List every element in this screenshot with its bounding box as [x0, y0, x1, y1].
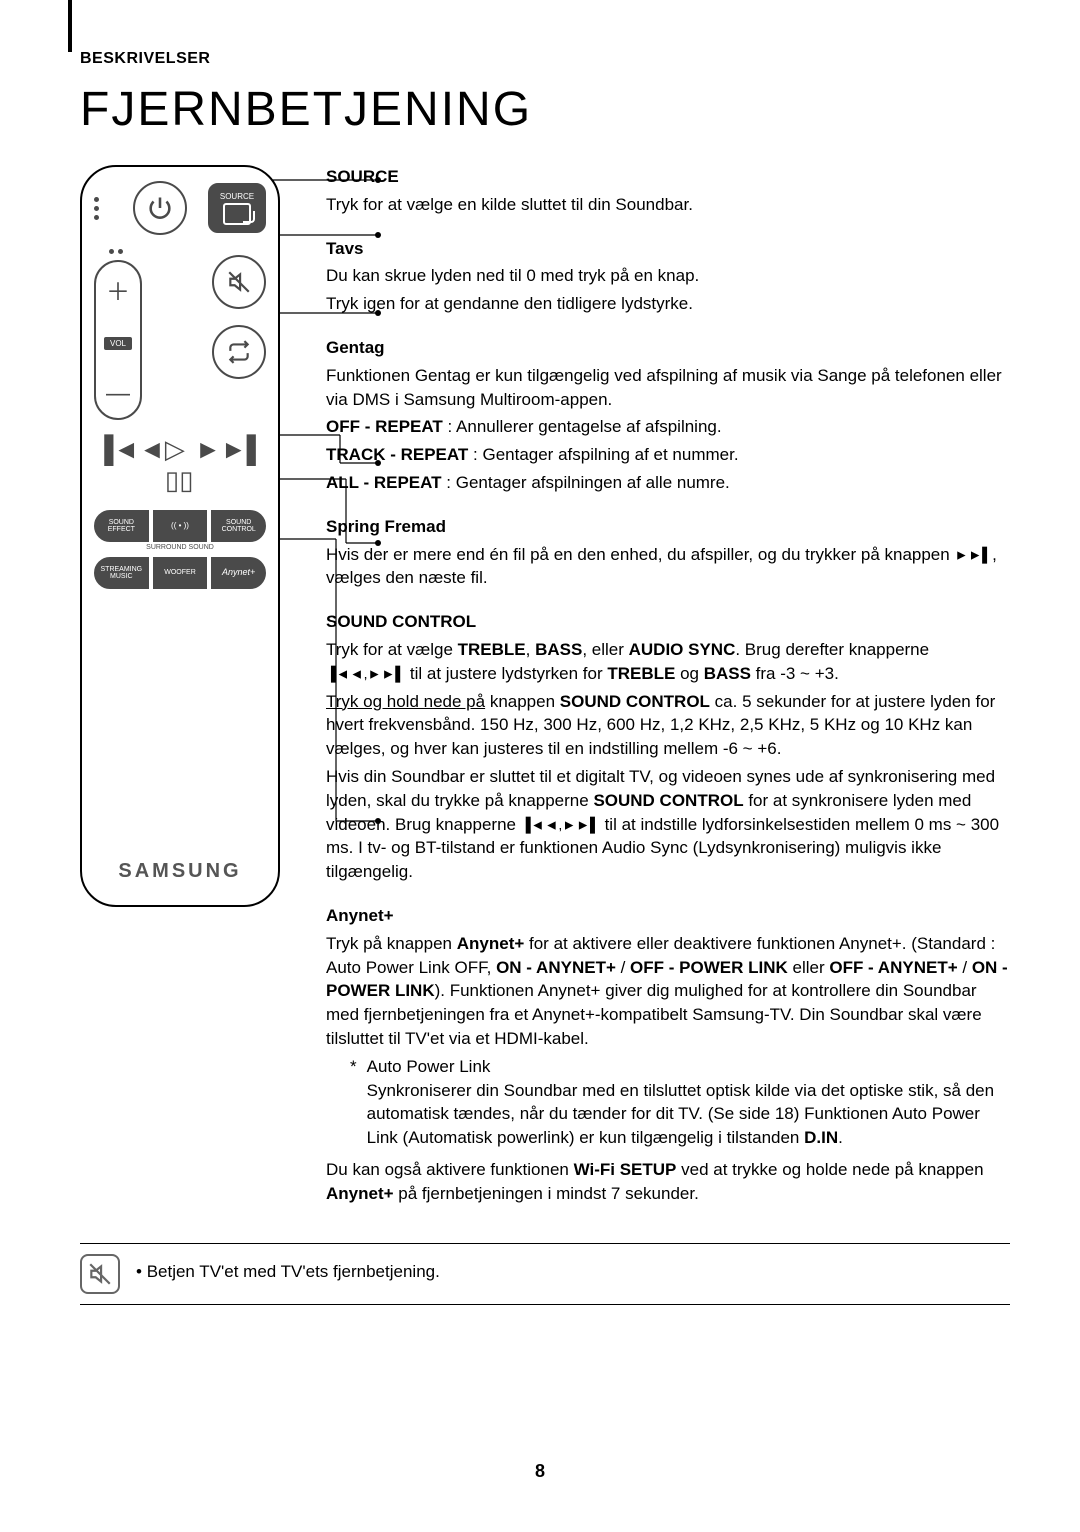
dots-icon [109, 249, 127, 254]
entry-text: Du kan også aktivere funktionen Wi-Fi SE… [326, 1158, 1010, 1206]
sound-effect-button: SOUND EFFECT [94, 510, 149, 542]
page-title: FJERNBETJENING [80, 82, 1010, 137]
play-pause-icon: ▷ ▯▯ [165, 434, 195, 496]
entry-text: ALL - REPEAT : Gentager afspilningen af … [326, 471, 1010, 495]
prev-next-icon: ▐◄◄,►►▌ [521, 816, 600, 832]
page-number: 8 [0, 1461, 1080, 1482]
entry-spring: Spring Fremad Hvis der er mere end én fi… [326, 515, 1010, 590]
entry-sound-control: SOUND CONTROL Tryk for at vælge TREBLE, … [326, 610, 1010, 884]
separator [80, 1243, 1010, 1244]
prev-next-icon: ▐◄◄,►►▌ [326, 665, 405, 681]
vol-plus-icon: ＋ [106, 272, 130, 307]
entry-text: Tryk for at vælge TREBLE, BASS, eller AU… [326, 638, 1010, 686]
entry-heading: Tavs [326, 237, 1010, 261]
remote-column: SOURCE ＋ VOL — [80, 165, 300, 1225]
entry-heading: SOURCE [326, 165, 1010, 189]
star-body: Synkroniserer din Soundbar med en tilslu… [367, 1079, 1010, 1150]
next-icon: ►►▌ [195, 434, 265, 496]
auto-power-link: * Auto Power Link Synkroniserer din Soun… [326, 1055, 1010, 1150]
content-row: SOURCE ＋ VOL — [80, 165, 1010, 1225]
descriptions: SOURCE Tryk for at vælge en kilde slutte… [326, 165, 1010, 1225]
ir-dots-icon [94, 197, 112, 220]
asterisk-icon: * [350, 1055, 357, 1150]
tab-mark [68, 0, 72, 52]
source-icon [223, 203, 251, 225]
vol-label: VOL [104, 337, 132, 350]
repeat-icon [212, 325, 266, 379]
samsung-logo: SAMSUNG [82, 860, 278, 883]
vol-minus-icon: — [106, 380, 130, 408]
power-icon [133, 181, 187, 235]
note-text: Betjen TV'et med TV'ets fjernbetjening. [136, 1254, 440, 1282]
entry-text: Tryk på knappen Anynet+ for at aktivere … [326, 932, 1010, 1051]
surround-label: SURROUND SOUND [94, 544, 266, 551]
entry-text: Tryk for at vælge en kilde sluttet til d… [326, 193, 1010, 217]
entry-text: TRACK - REPEAT : Gentager afspilning af … [326, 443, 1010, 467]
anynet-button: Anynet+ [211, 557, 266, 589]
entry-heading: SOUND CONTROL [326, 610, 1010, 634]
star-title: Auto Power Link [367, 1055, 1010, 1079]
separator [80, 1304, 1010, 1305]
entry-heading: Gentag [326, 336, 1010, 360]
transport-row: ▐◄◄ ▷ ▯▯ ►►▌ [95, 434, 265, 496]
entry-text: OFF - REPEAT : Annullerer gentagelse af … [326, 415, 1010, 439]
volume-rocker: ＋ VOL — [94, 260, 142, 420]
mute-icon [212, 255, 266, 309]
entry-text: Du kan skrue lyden ned til 0 med tryk på… [326, 264, 1010, 288]
surround-button: (( • )) [153, 510, 208, 542]
section-label: BESKRIVELSER [80, 50, 1010, 68]
label-row-1: SOUND EFFECT (( • )) SOUND CONTROL [94, 510, 266, 542]
remote-outline: SOURCE ＋ VOL — [80, 165, 280, 907]
entry-text: Hvis der er mere end én fil på en den en… [326, 543, 1010, 591]
entry-gentag: Gentag Funktionen Gentag er kun tilgænge… [326, 336, 1010, 495]
source-button: SOURCE [208, 183, 266, 233]
manual-page: BESKRIVELSER FJERNBETJENING [0, 0, 1080, 1532]
entry-text: Tryk igen for at gendanne den tidligere … [326, 292, 1010, 316]
entry-text: Tryk og hold nede på knappen SOUND CONTR… [326, 690, 1010, 761]
streaming-button: STREAMING MUSIC [94, 557, 149, 589]
entry-text: Funktionen Gentag er kun tilgængelig ved… [326, 364, 1010, 412]
source-label: SOURCE [220, 192, 254, 201]
label-row-2: STREAMING MUSIC WOOFER Anynet+ [94, 557, 266, 589]
entry-text: Hvis din Soundbar er sluttet til et digi… [326, 765, 1010, 884]
next-track-icon: ►►▌ [954, 546, 992, 562]
entry-source: SOURCE Tryk for at vælge en kilde slutte… [326, 165, 1010, 217]
entry-tavs: Tavs Du kan skrue lyden ned til 0 med tr… [326, 237, 1010, 316]
note-row: Betjen TV'et med TV'ets fjernbetjening. [80, 1254, 1010, 1294]
sound-control-button: SOUND CONTROL [211, 510, 266, 542]
entry-heading: Spring Fremad [326, 515, 1010, 539]
note-icon [80, 1254, 120, 1294]
woofer-button: WOOFER [153, 557, 208, 589]
entry-heading: Anynet+ [326, 904, 1010, 928]
prev-icon: ▐◄◄ [95, 434, 165, 496]
entry-anynet: Anynet+ Tryk på knappen Anynet+ for at a… [326, 904, 1010, 1206]
